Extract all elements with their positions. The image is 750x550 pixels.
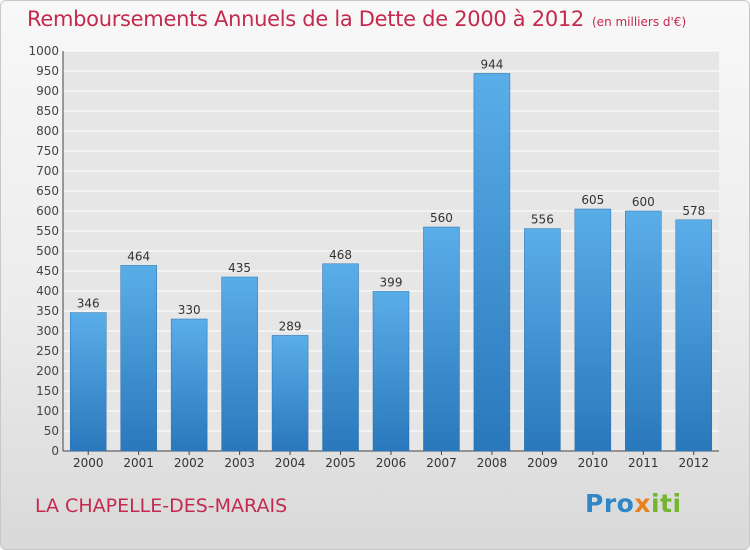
x-tick-label-2003: 2003: [224, 456, 255, 470]
y-tick-label: 300: [36, 324, 59, 338]
data-label-2000: 346: [77, 297, 100, 311]
y-tick-label: 700: [36, 164, 59, 178]
x-tick-label-2009: 2009: [527, 456, 558, 470]
y-tick-label: 650: [36, 184, 59, 198]
y-tick-label: 1000: [28, 44, 59, 58]
bar-2010: [574, 208, 612, 452]
data-label-2006: 399: [380, 275, 403, 289]
y-tick-label: 250: [36, 344, 59, 358]
bar-2004: [271, 335, 309, 452]
data-label-2005: 468: [329, 248, 352, 262]
bar-2012: [675, 219, 713, 452]
x-tick-label-2006: 2006: [376, 456, 407, 470]
x-tick-label-2001: 2001: [123, 456, 154, 470]
logo-part-2: x: [634, 489, 651, 518]
bar-2003: [221, 276, 258, 452]
y-tick-label: 50: [44, 424, 59, 438]
x-tick-label-2005: 2005: [325, 456, 356, 470]
y-tick-label: 350: [36, 304, 59, 318]
bar-2001: [120, 265, 157, 452]
bar-2008: [473, 73, 511, 452]
y-tick-label: 850: [36, 104, 59, 118]
bar-2005: [322, 263, 359, 452]
x-tick-label-2000: 2000: [73, 456, 104, 470]
x-tick-label-2007: 2007: [426, 456, 457, 470]
proxiti-logo[interactable]: Proxiti: [585, 489, 682, 518]
y-tick-label: 750: [36, 144, 59, 158]
y-tick-label: 800: [36, 124, 59, 138]
x-tick-label-2008: 2008: [477, 456, 508, 470]
bar-2006: [372, 291, 410, 452]
data-label-2004: 289: [279, 319, 302, 333]
bar-2002: [170, 318, 208, 452]
chart-unit-subtitle: (en milliers d'€): [592, 15, 687, 29]
y-tick-label: 150: [36, 384, 59, 398]
y-tick-label: 900: [36, 84, 59, 98]
x-tick-label-2004: 2004: [275, 456, 306, 470]
y-tick-label: 450: [36, 264, 59, 278]
data-label-2003: 435: [228, 261, 251, 275]
data-label-2009: 556: [531, 213, 554, 227]
data-label-2007: 560: [430, 211, 453, 225]
bar-2011: [625, 210, 662, 452]
x-tick-label-2002: 2002: [174, 456, 205, 470]
chart-title-block: Remboursements Annuels de la Dette de 20…: [27, 7, 686, 31]
y-tick-label: 500: [36, 244, 59, 258]
y-tick-label: 200: [36, 364, 59, 378]
data-label-2012: 578: [682, 204, 705, 218]
data-label-2011: 600: [632, 195, 655, 209]
y-tick-label: 550: [36, 224, 59, 238]
logo-part-1: Pro: [585, 489, 635, 518]
logo-part-3: iti: [650, 489, 682, 518]
y-tick-label: 100: [36, 404, 59, 418]
bar-2000: [69, 312, 107, 452]
x-tick-label-2012: 2012: [678, 456, 709, 470]
x-tick-label-2010: 2010: [578, 456, 609, 470]
y-tick-label: 400: [36, 284, 59, 298]
commune-name: LA CHAPELLE-DES-MARAIS: [35, 495, 288, 517]
data-label-2008: 944: [480, 57, 503, 71]
data-label-2001: 464: [127, 249, 150, 263]
y-tick-label: 0: [51, 444, 59, 458]
y-tick-label: 950: [36, 64, 59, 78]
data-label-2002: 330: [178, 303, 201, 317]
data-label-2010: 605: [581, 193, 604, 207]
bar-2007: [423, 226, 460, 452]
bar-2009: [524, 228, 561, 452]
y-tick-label: 600: [36, 204, 59, 218]
x-tick-label-2011: 2011: [628, 456, 659, 470]
chart-title: Remboursements Annuels de la Dette de 20…: [27, 7, 584, 31]
